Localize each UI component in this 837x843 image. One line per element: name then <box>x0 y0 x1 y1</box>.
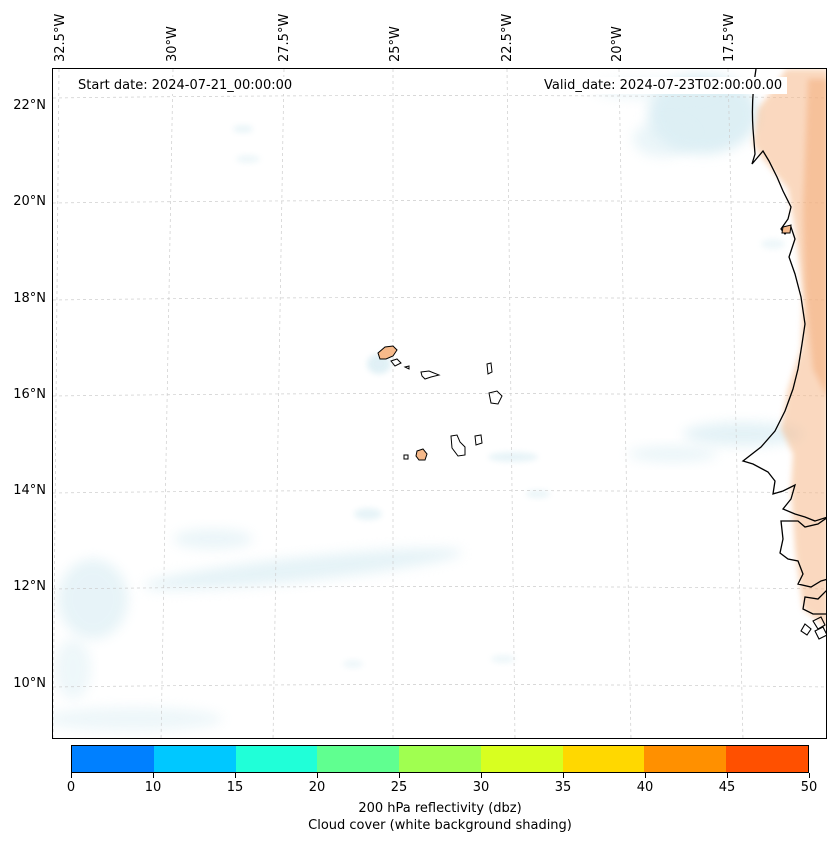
island-fogo <box>415 448 428 461</box>
colorbar-tick-label: 45 <box>718 780 736 795</box>
island-sao-vicente <box>390 358 402 367</box>
cloud-band <box>143 548 463 590</box>
lon-label-22-5w: 22.5°W <box>500 13 515 62</box>
lat-gridline <box>53 490 826 494</box>
cloud-patch <box>55 639 91 699</box>
cloud-patch <box>488 452 538 462</box>
island-santiago <box>450 434 466 457</box>
colorbar-tick-label: 50 <box>800 780 818 795</box>
map-panel[interactable] <box>52 68 827 739</box>
lat-gridline <box>53 297 826 301</box>
lon-gridline <box>160 69 174 738</box>
lon-gridline <box>727 69 744 738</box>
map-canvas <box>53 69 826 738</box>
colorbar-tick-label: 20 <box>308 780 326 795</box>
cloud-patch <box>173 529 253 549</box>
cloud-patch <box>526 490 550 498</box>
cloud-patch <box>633 121 693 157</box>
colorbar-tick-label: 30 <box>472 780 490 795</box>
island-santa-luzia <box>403 365 410 370</box>
lat-label-22n: 22°N <box>13 98 46 113</box>
lon-gridline <box>272 69 285 738</box>
colorbar-segment <box>726 746 809 772</box>
colorbar-tick <box>562 773 564 778</box>
colorbar-segment <box>235 746 318 772</box>
colorbar-tick-label: 25 <box>390 780 408 795</box>
lon-gridline <box>506 69 516 738</box>
colorbar-segment <box>562 746 645 772</box>
colorbar-tick <box>644 773 646 778</box>
west-africa-coastline <box>741 69 826 522</box>
cloud-patch <box>683 422 803 446</box>
cloud-patch <box>628 446 718 462</box>
graticule <box>53 69 826 738</box>
colorbar <box>71 745 809 773</box>
cape-blanc-islet <box>781 224 792 234</box>
cloud-patch <box>491 655 515 663</box>
cloud-patch <box>761 239 785 249</box>
colorbar-tick-label: 15 <box>226 780 244 795</box>
lat-label-18n: 18°N <box>13 291 46 306</box>
colorbar-segment <box>644 746 727 772</box>
lon-label-20w: 20°W <box>610 26 625 62</box>
colorbar-segment <box>72 746 154 772</box>
cloud-patch <box>354 508 382 520</box>
island-sal <box>486 362 493 375</box>
valid-date-label: Valid_date: 2024-07-23T02:00:00.00 <box>539 77 788 94</box>
colorbar-tick <box>234 773 236 778</box>
lat-label-16n: 16°N <box>13 387 46 402</box>
colorbar-tick-label: 35 <box>554 780 572 795</box>
lon-label-32-5w: 32.5°W <box>53 13 68 62</box>
lat-gridline <box>53 684 826 688</box>
island-brava <box>403 454 409 460</box>
lon-gridline <box>53 69 60 738</box>
lon-gridline <box>618 69 632 738</box>
lat-label-10n: 10°N <box>13 676 46 691</box>
colorbar-tick <box>808 773 810 778</box>
lat-gridline <box>53 393 826 397</box>
colorbar-tick-label: 40 <box>636 780 654 795</box>
colorbar-tick <box>480 773 482 778</box>
land-reflectivity-shading <box>803 79 826 395</box>
cloud-patch <box>58 559 128 639</box>
coastline-detail <box>800 616 826 640</box>
colorbar-tick-label: 10 <box>144 780 162 795</box>
island-maio <box>474 434 483 446</box>
start-date-label: Start date: 2024-07-21_00:00:00 <box>73 77 298 94</box>
lon-label-17-5w: 17.5°W <box>722 13 737 62</box>
colorbar-segment <box>317 746 400 772</box>
lat-gridline <box>53 200 826 204</box>
colorbar-segment <box>480 746 563 772</box>
lon-label-27-5w: 27.5°W <box>277 13 292 62</box>
coastline-detail <box>802 590 826 615</box>
colorbar-title: 200 hPa reflectivity (dbz) <box>358 801 522 816</box>
colorbar-segment <box>399 746 481 772</box>
cloud-patch <box>233 125 253 133</box>
colorbar-tick <box>152 773 154 778</box>
colorbar-subtitle: Cloud cover (white background shading) <box>308 818 572 833</box>
colorbar-tick <box>726 773 728 778</box>
colorbar-tick-label: 0 <box>66 780 76 795</box>
cloud-cover-shading <box>53 74 803 731</box>
lat-label-14n: 14°N <box>13 483 46 498</box>
lat-gridline <box>53 95 826 99</box>
colorbar-tick <box>398 773 400 778</box>
lat-label-20n: 20°N <box>13 194 46 209</box>
lat-label-12n: 12°N <box>13 579 46 594</box>
cabo-verde-islands <box>377 345 503 461</box>
island-santo-antao <box>377 345 398 360</box>
colorbar-tick <box>316 773 318 778</box>
cloud-patch <box>343 660 363 668</box>
lon-label-30w: 30°W <box>165 26 180 62</box>
lon-label-25w: 25°W <box>388 26 403 62</box>
colorbar-segment <box>153 746 236 772</box>
island-sao-nicolau <box>420 370 441 380</box>
island-boa-vista <box>488 390 503 405</box>
coastline-detail <box>779 517 826 588</box>
cloud-patch <box>53 707 223 731</box>
colorbar-tick <box>70 773 72 778</box>
cloud-patch <box>236 155 260 163</box>
